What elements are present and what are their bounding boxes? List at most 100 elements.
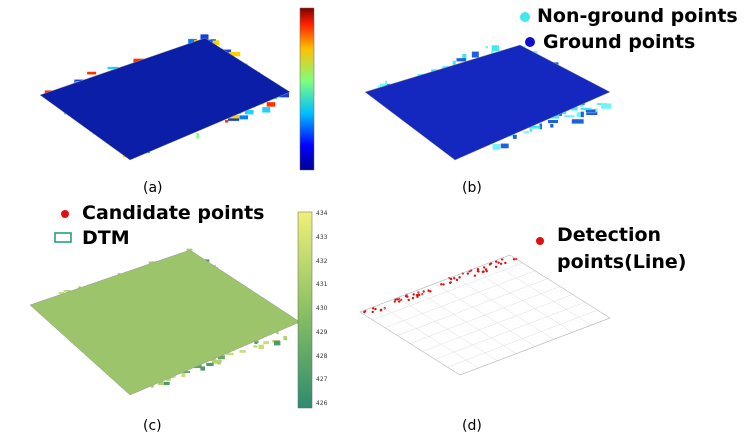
point (394, 300, 396, 302)
point-cluster (513, 135, 517, 139)
point-cluster (267, 102, 276, 106)
legend-label: DTM (82, 227, 130, 249)
figure: (a) (b) (c) (d) Non-ground points Ground… (0, 0, 745, 438)
colorbar-label: 434 (316, 210, 327, 217)
point (483, 266, 485, 268)
colorbar-label: 430 (316, 305, 327, 312)
legend-marker (536, 237, 544, 245)
point (380, 309, 382, 311)
point (442, 283, 444, 285)
point-cluster (164, 382, 170, 385)
point-cluster (262, 107, 270, 112)
point-cluster (530, 129, 532, 132)
point (413, 293, 415, 295)
caption: (c) (143, 418, 162, 434)
grid-line (435, 284, 535, 347)
colorbar-label: 429 (316, 329, 327, 336)
legend-label: Non-ground points (537, 5, 738, 27)
point-cluster (225, 120, 228, 123)
caption: (a) (143, 180, 163, 196)
grid-line (379, 305, 479, 368)
point-cluster (601, 103, 611, 108)
grid-line (398, 298, 498, 361)
surface (40, 38, 290, 160)
point (398, 300, 400, 302)
point-cluster (263, 341, 269, 344)
colorbar-label: 426 (316, 400, 327, 407)
colorbar-label: 431 (316, 281, 327, 288)
point-cluster (586, 112, 597, 115)
colorbar-label: 427 (316, 376, 327, 383)
point (416, 294, 418, 296)
point-cluster (501, 144, 509, 149)
point-cluster (456, 58, 466, 61)
grid-line (385, 271, 535, 328)
point (440, 283, 442, 285)
point (396, 298, 398, 300)
point (372, 311, 374, 313)
grid-line (398, 279, 548, 336)
colorbar-label: 433 (316, 234, 327, 241)
point (418, 294, 420, 296)
point (458, 276, 460, 278)
legend-marker (55, 233, 71, 242)
point-cluster (486, 46, 488, 48)
surface (30, 250, 300, 395)
point-cluster (228, 118, 239, 120)
point-cluster (472, 52, 479, 58)
point-cluster (385, 81, 387, 85)
point (374, 308, 376, 310)
point (449, 282, 451, 284)
point-cluster (196, 133, 198, 139)
point-cluster (564, 115, 574, 117)
point (497, 261, 499, 263)
point (477, 268, 479, 270)
point-cluster (87, 72, 96, 75)
point-cluster (493, 144, 501, 150)
point (427, 289, 429, 291)
point-cluster (211, 39, 216, 41)
point-cluster (492, 45, 499, 51)
point-cluster (253, 346, 257, 348)
point-cluster (283, 336, 287, 340)
point-cluster (548, 120, 558, 123)
point-cluster (181, 373, 185, 377)
point-cluster (200, 366, 205, 370)
point (408, 299, 410, 301)
point (482, 270, 484, 272)
colorbar-label: 428 (316, 353, 327, 360)
grid-line (373, 263, 523, 320)
point-cluster (239, 350, 245, 353)
legend-label: Detection points(Line) (557, 222, 667, 276)
point (474, 274, 476, 276)
point-cluster (217, 360, 221, 364)
colorbar (300, 8, 314, 170)
grid-line (416, 291, 516, 354)
point (467, 272, 469, 274)
colorbar (298, 212, 312, 408)
point-cluster (258, 345, 263, 349)
point (412, 297, 414, 299)
point-cluster (572, 119, 584, 123)
point (423, 290, 425, 292)
point-cluster (581, 112, 584, 118)
point (450, 278, 452, 280)
legend-marker (61, 210, 69, 218)
point-cluster (581, 108, 592, 110)
point-cluster (524, 131, 530, 133)
point-cluster (206, 363, 213, 366)
legend-marker (525, 37, 535, 47)
point (504, 262, 506, 264)
point-cluster (550, 124, 553, 128)
point (495, 266, 497, 268)
legend-label: Candidate points (82, 202, 265, 224)
colorbar-label: 432 (316, 258, 327, 265)
point-cluster (453, 61, 456, 65)
point-cluster (274, 341, 280, 345)
caption: (b) (462, 180, 482, 196)
legend-marker (520, 12, 530, 22)
point (485, 268, 487, 270)
point (500, 263, 502, 265)
caption: (d) (462, 418, 482, 434)
surface (365, 45, 610, 160)
